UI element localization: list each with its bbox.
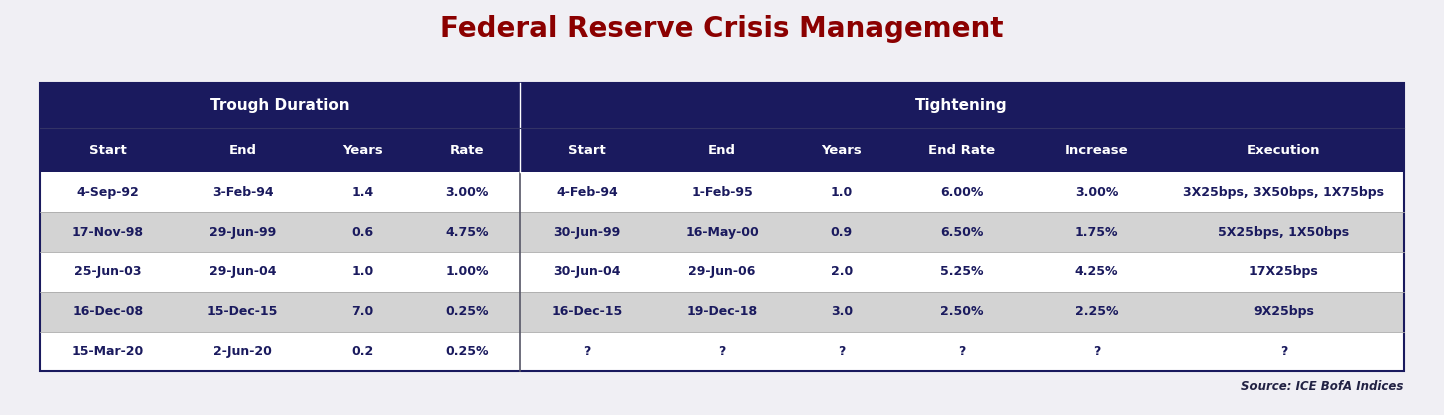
Text: 1.0: 1.0 [830, 186, 853, 199]
Text: Federal Reserve Crisis Management: Federal Reserve Crisis Management [440, 15, 1004, 42]
Text: 3.00%: 3.00% [1074, 186, 1118, 199]
Text: 29-Jun-04: 29-Jun-04 [209, 266, 276, 278]
Bar [40, 212, 1404, 252]
Text: ?: ? [583, 345, 591, 358]
Text: Trough Duration: Trough Duration [211, 98, 349, 113]
Text: 17X25bps: 17X25bps [1249, 266, 1318, 278]
Text: 0.25%: 0.25% [446, 345, 490, 358]
Bar [40, 128, 1404, 172]
Text: 4.75%: 4.75% [446, 226, 490, 239]
Text: 5X25bps, 1X50bps: 5X25bps, 1X50bps [1219, 226, 1349, 239]
Bar [40, 332, 1404, 371]
Text: 15-Mar-20: 15-Mar-20 [72, 345, 144, 358]
Text: 29-Jun-99: 29-Jun-99 [209, 226, 276, 239]
Text: 16-Dec-08: 16-Dec-08 [72, 305, 143, 318]
Text: ?: ? [838, 345, 846, 358]
Text: Tightening: Tightening [915, 98, 1008, 113]
Text: ?: ? [1279, 345, 1288, 358]
Text: 0.9: 0.9 [830, 226, 853, 239]
Text: 17-Nov-98: 17-Nov-98 [72, 226, 144, 239]
Text: 1.0: 1.0 [351, 266, 374, 278]
Text: Increase: Increase [1064, 144, 1128, 156]
Text: 30-Jun-99: 30-Jun-99 [553, 226, 621, 239]
Text: End Rate: End Rate [928, 144, 995, 156]
Text: Start: Start [90, 144, 127, 156]
Text: 7.0: 7.0 [351, 305, 374, 318]
Text: 1.4: 1.4 [351, 186, 374, 199]
Text: 0.25%: 0.25% [446, 305, 490, 318]
Text: 15-Dec-15: 15-Dec-15 [206, 305, 279, 318]
Text: Years: Years [342, 144, 383, 156]
Text: 0.6: 0.6 [351, 226, 374, 239]
Text: 2-Jun-20: 2-Jun-20 [214, 345, 271, 358]
Text: 1.75%: 1.75% [1074, 226, 1118, 239]
Text: End: End [708, 144, 736, 156]
Text: 29-Jun-06: 29-Jun-06 [689, 266, 755, 278]
Text: 4-Feb-94: 4-Feb-94 [556, 186, 618, 199]
Text: 4.25%: 4.25% [1074, 266, 1118, 278]
Text: 3X25bps, 3X50bps, 1X75bps: 3X25bps, 3X50bps, 1X75bps [1183, 186, 1385, 199]
Text: 3.00%: 3.00% [446, 186, 490, 199]
Text: ?: ? [1093, 345, 1100, 358]
Text: Execution: Execution [1248, 144, 1320, 156]
Bar [40, 252, 1404, 292]
Bar [40, 292, 1404, 332]
Text: 2.50%: 2.50% [940, 305, 983, 318]
Text: 19-Dec-18: 19-Dec-18 [686, 305, 758, 318]
Text: 16-May-00: 16-May-00 [684, 226, 760, 239]
Text: ?: ? [718, 345, 726, 358]
Text: 2.25%: 2.25% [1074, 305, 1118, 318]
Text: 1.00%: 1.00% [446, 266, 490, 278]
Text: 4-Sep-92: 4-Sep-92 [77, 186, 139, 199]
Text: Source: ICE BofA Indices: Source: ICE BofA Indices [1242, 380, 1404, 393]
Text: Years: Years [822, 144, 862, 156]
Text: Start: Start [569, 144, 606, 156]
Text: 9X25bps: 9X25bps [1253, 305, 1314, 318]
Text: 3-Feb-94: 3-Feb-94 [212, 186, 273, 199]
Bar [40, 83, 1404, 371]
Text: 30-Jun-04: 30-Jun-04 [553, 266, 621, 278]
Text: 2.0: 2.0 [830, 266, 853, 278]
Text: End: End [228, 144, 257, 156]
Text: 0.2: 0.2 [351, 345, 374, 358]
Text: Rate: Rate [451, 144, 485, 156]
Text: 6.50%: 6.50% [940, 226, 983, 239]
Bar [40, 83, 1404, 128]
Text: 1-Feb-95: 1-Feb-95 [692, 186, 752, 199]
Text: 5.25%: 5.25% [940, 266, 983, 278]
Text: 25-Jun-03: 25-Jun-03 [74, 266, 142, 278]
Text: 3.0: 3.0 [830, 305, 853, 318]
Bar [40, 172, 1404, 212]
Text: 16-Dec-15: 16-Dec-15 [552, 305, 622, 318]
Text: ?: ? [957, 345, 966, 358]
Text: 6.00%: 6.00% [940, 186, 983, 199]
